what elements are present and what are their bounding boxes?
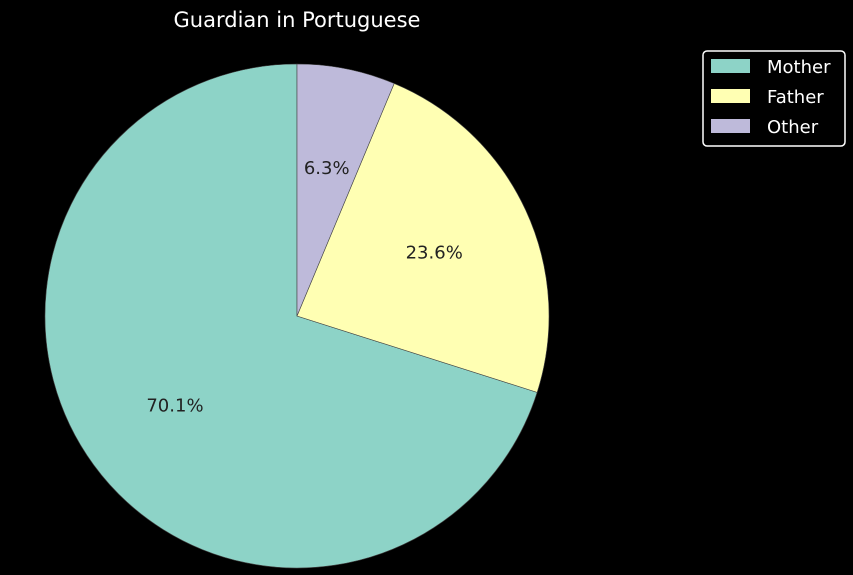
pct-label-other: 6.3% bbox=[304, 158, 350, 179]
legend-swatch-other bbox=[711, 119, 750, 133]
legend-swatch-father bbox=[711, 89, 750, 103]
pie-slice-mother bbox=[44, 63, 538, 569]
legend-label-other: Other bbox=[767, 117, 819, 138]
legend-label-mother: Mother bbox=[767, 57, 831, 78]
legend: Mother Father Other bbox=[702, 50, 846, 147]
percentage-labels: 70.1% 23.6% 6.3% bbox=[146, 158, 462, 417]
pct-label-mother: 70.1% bbox=[146, 395, 203, 416]
legend-label-father: Father bbox=[767, 87, 824, 108]
pie-slices bbox=[44, 63, 550, 569]
pie-slice-other bbox=[296, 63, 395, 317]
pie-slice-father bbox=[296, 83, 550, 393]
legend-swatch-mother bbox=[711, 59, 750, 73]
pct-label-father: 23.6% bbox=[406, 242, 463, 263]
chart-title: Guardian in Portuguese bbox=[174, 8, 421, 32]
